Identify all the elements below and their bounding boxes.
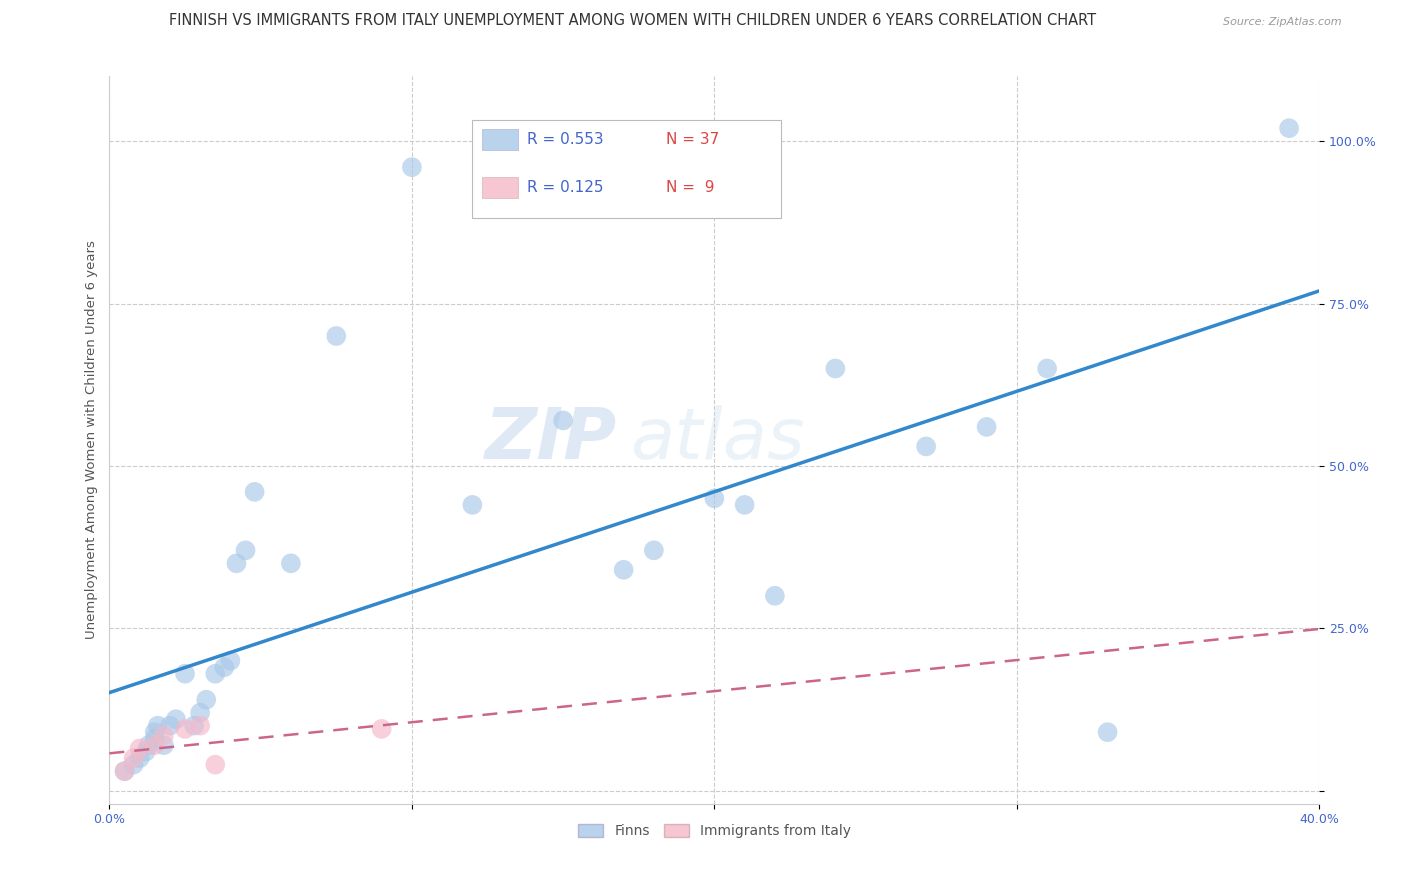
Point: [135, 745, 157, 759]
Text: N = 37: N = 37: [666, 132, 720, 147]
Point: [643, 543, 665, 558]
Point: [122, 751, 145, 765]
Point: [143, 738, 166, 752]
Point: [976, 420, 998, 434]
Point: [734, 498, 756, 512]
Point: [114, 764, 136, 779]
Point: [138, 738, 160, 752]
Text: R = 0.125: R = 0.125: [527, 180, 603, 195]
Point: [325, 329, 347, 343]
Point: [370, 722, 392, 736]
Point: [1097, 725, 1119, 739]
Y-axis label: Unemployment Among Women with Children Under 6 years: Unemployment Among Women with Children U…: [86, 241, 98, 640]
Legend: Finns, Immigrants from Italy: Finns, Immigrants from Italy: [572, 819, 856, 844]
Point: [159, 719, 181, 733]
Text: R = 0.553: R = 0.553: [527, 132, 603, 147]
Text: N =  9: N = 9: [666, 180, 714, 195]
FancyBboxPatch shape: [472, 120, 780, 218]
Text: atlas: atlas: [630, 406, 804, 475]
Point: [1036, 361, 1059, 376]
Point: [153, 738, 176, 752]
Text: ZIP: ZIP: [485, 406, 617, 475]
Point: [195, 692, 218, 706]
Bar: [482, 177, 519, 198]
Point: [824, 361, 846, 376]
Point: [146, 719, 169, 733]
Point: [204, 757, 226, 772]
Point: [401, 160, 423, 174]
Point: [280, 557, 302, 571]
Point: [243, 484, 266, 499]
Point: [188, 706, 211, 720]
Point: [1278, 121, 1301, 136]
Point: [553, 413, 575, 427]
Point: [128, 751, 150, 765]
Point: [214, 660, 236, 674]
Point: [143, 725, 166, 739]
Point: [122, 757, 145, 772]
Point: [183, 719, 205, 733]
Text: Source: ZipAtlas.com: Source: ZipAtlas.com: [1223, 17, 1341, 27]
Point: [143, 731, 166, 746]
Point: [461, 498, 484, 512]
Point: [153, 728, 176, 742]
Point: [188, 719, 211, 733]
Point: [703, 491, 725, 506]
Point: [235, 543, 257, 558]
Point: [174, 666, 197, 681]
Bar: [482, 128, 519, 151]
Point: [165, 712, 187, 726]
Point: [915, 439, 938, 453]
Point: [613, 563, 636, 577]
Point: [174, 722, 197, 736]
Point: [204, 666, 226, 681]
Point: [128, 741, 150, 756]
Point: [763, 589, 786, 603]
Text: FINNISH VS IMMIGRANTS FROM ITALY UNEMPLOYMENT AMONG WOMEN WITH CHILDREN UNDER 6 : FINNISH VS IMMIGRANTS FROM ITALY UNEMPLO…: [169, 13, 1097, 29]
Point: [114, 764, 136, 779]
Point: [219, 654, 242, 668]
Point: [225, 557, 247, 571]
